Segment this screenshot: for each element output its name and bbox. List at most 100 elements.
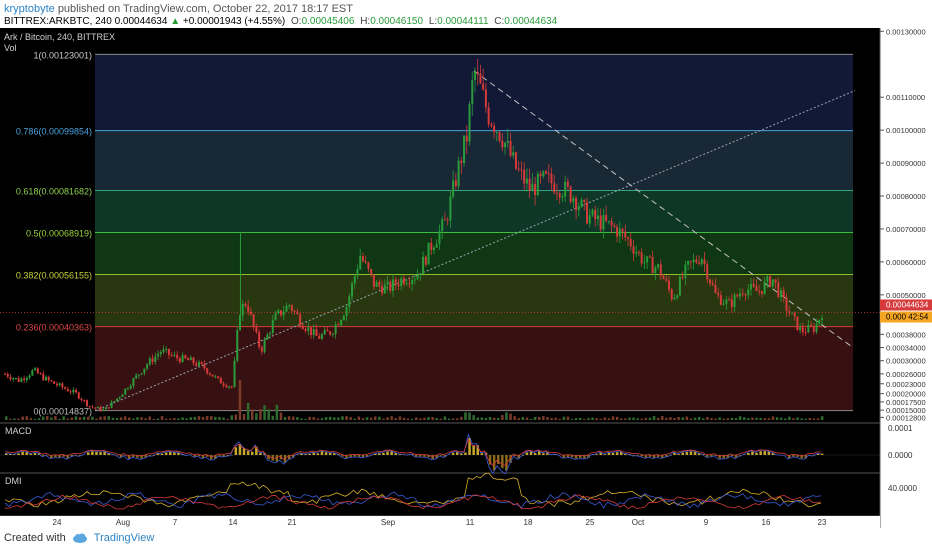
candle-body (299, 314, 302, 326)
volume-bar (603, 417, 607, 420)
macd-histogram-bar (292, 455, 295, 458)
publish-line: kryptobyte published on TradingView.com,… (4, 3, 353, 15)
price-tick-label: 0.00023000 (886, 380, 926, 389)
macd-histogram-bar (443, 455, 447, 458)
tradingview-brand[interactable]: TradingView (93, 532, 155, 544)
macd-histogram-bar (579, 455, 582, 458)
candle-body (20, 378, 23, 382)
macd-histogram-bar (632, 455, 635, 456)
candle-body (657, 264, 660, 268)
candle-body (25, 377, 28, 381)
candle-body (793, 312, 796, 317)
macd-histogram-bar (214, 455, 217, 459)
macd-histogram-bar (706, 455, 709, 457)
volume-bar (538, 416, 541, 420)
macd-histogram-bar (820, 453, 824, 455)
volume-bar (611, 416, 615, 420)
macd-histogram-bar (755, 452, 758, 455)
macd-histogram-bar (21, 451, 24, 455)
volume-bar (378, 416, 381, 420)
volume-bar (677, 416, 680, 420)
candle-body (219, 377, 222, 384)
candle-body (66, 388, 69, 392)
candle-body (44, 376, 47, 381)
price-tick-label: 0.00050000 (886, 291, 926, 300)
candle-body (42, 373, 45, 381)
volume-bar (123, 416, 127, 420)
candle-body (23, 378, 26, 381)
volume-bar (21, 416, 24, 420)
macd-histogram-bar (29, 453, 33, 455)
trend-line-resistance (473, 70, 854, 348)
price-axis[interactable] (880, 28, 932, 528)
volume-bar (119, 417, 123, 420)
candle-body (525, 178, 528, 184)
candle-body (249, 311, 252, 315)
volume-bar (46, 416, 49, 420)
candle-body (427, 242, 430, 265)
macd-histogram-bar (308, 453, 311, 455)
candle-body (454, 180, 457, 187)
macd-histogram-bar (644, 455, 648, 458)
volume-bar (164, 418, 168, 420)
volume-bar (324, 417, 328, 420)
candle-body (752, 283, 755, 287)
candle-body (637, 252, 640, 254)
candle-body (741, 293, 744, 295)
volume-bar (644, 417, 648, 420)
candle-body (479, 73, 482, 84)
macd-histogram-bar (107, 453, 110, 455)
macd-histogram-bar (95, 451, 98, 455)
volume-bar (620, 418, 623, 420)
candle-body (804, 332, 807, 334)
candle-body (225, 385, 228, 388)
price-chart[interactable]: 1(0.00123001) 0.786(0.00099854) 0.618(0.00… (0, 28, 932, 528)
candle-body (105, 407, 108, 410)
candle-body (550, 173, 553, 184)
candle-body (654, 267, 657, 274)
macd-histogram-bar (529, 451, 533, 455)
candle-body (728, 299, 731, 301)
candle-body (77, 392, 80, 399)
volume-bar (308, 416, 311, 420)
candle-body (555, 192, 558, 194)
candle-body (706, 264, 709, 280)
volume-bar (406, 418, 410, 420)
candle-body (605, 214, 608, 222)
volume-bar (296, 417, 299, 420)
candle-body (676, 295, 679, 298)
volume-bar (517, 418, 520, 420)
candle-body (755, 286, 758, 292)
macd-histogram-bar (287, 455, 291, 460)
candle-body (484, 89, 487, 108)
macd-histogram-bar (492, 455, 496, 471)
macd-histogram-bar (5, 453, 8, 455)
candle-body (290, 305, 293, 311)
candle-body (482, 83, 485, 90)
candle-body (72, 389, 75, 393)
candle-body (260, 347, 263, 352)
macd-histogram-bar (497, 455, 500, 464)
candle-body (722, 303, 725, 305)
volume-bar (566, 416, 570, 420)
author-link[interactable]: kryptobyte (4, 3, 55, 15)
volume-bar (25, 416, 28, 420)
candle-body (124, 388, 127, 395)
candle-body (233, 360, 236, 387)
candle-body (326, 329, 329, 332)
candle-body (121, 394, 124, 398)
macd-histogram-bar (345, 455, 348, 459)
candle-body (711, 283, 714, 286)
high-value: 0.00046150 (370, 16, 424, 27)
candle-body (717, 292, 720, 296)
low-label: L: (428, 16, 438, 27)
candle-body (94, 407, 97, 409)
candle-body (618, 228, 621, 237)
price-tick-label: 0.00012800 (886, 413, 926, 422)
volume-bar (201, 417, 205, 420)
macd-histogram-bar (570, 455, 574, 458)
candle-body (39, 373, 42, 375)
volume-bar (82, 416, 86, 420)
candle-body (83, 400, 86, 402)
volume-bar (128, 417, 131, 420)
